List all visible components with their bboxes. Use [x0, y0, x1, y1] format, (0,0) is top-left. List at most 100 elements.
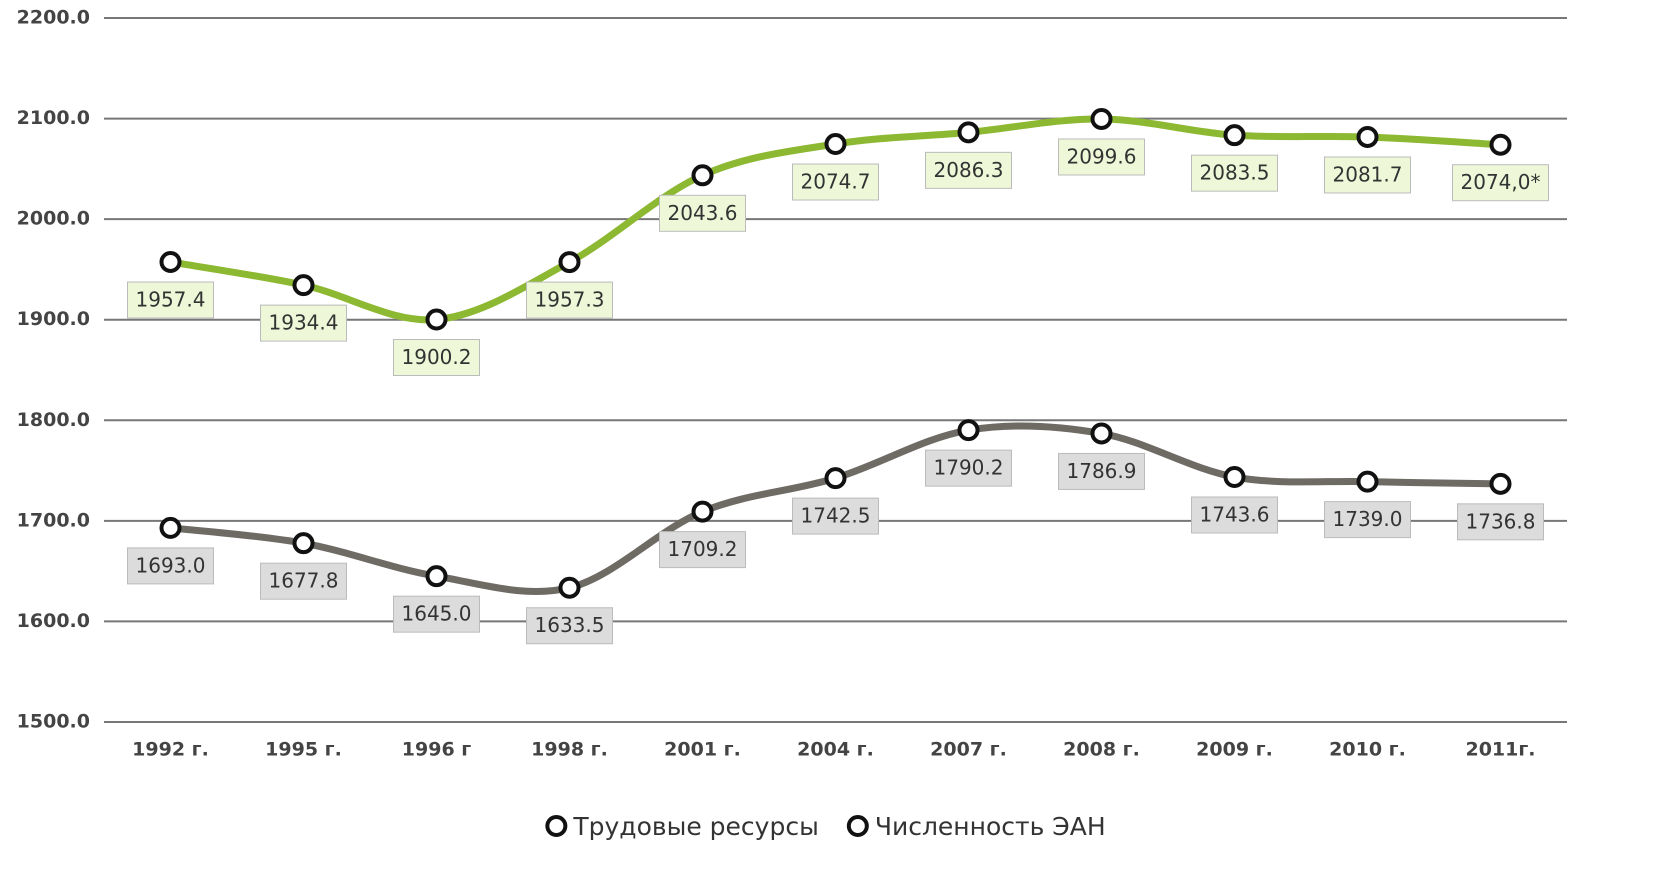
value-label: 1709.2: [659, 531, 746, 569]
point: [558, 251, 581, 274]
value-label-box: [925, 151, 1012, 189]
x-tick-label: 2004 г.: [797, 739, 874, 761]
value-label-box: [260, 562, 347, 600]
value-label-box: [526, 607, 613, 645]
value-label-text: 2086.3: [934, 158, 1004, 182]
value-label-box: [1324, 501, 1411, 539]
value-label: 1742.5: [792, 497, 879, 535]
value-label: 1693.0: [127, 547, 214, 585]
point: [1090, 107, 1113, 130]
value-label-box: [127, 547, 214, 585]
value-label: 1934.4: [260, 304, 347, 342]
value-label-text: 1736.8: [1466, 509, 1536, 533]
value-label-text: 1786.9: [1067, 459, 1137, 483]
value-label-text: 2083.5: [1200, 161, 1270, 185]
value-label-box: [792, 497, 879, 535]
value-label-box: [1058, 452, 1145, 490]
value-label-text: 2074.7: [801, 170, 871, 194]
point: [957, 121, 980, 144]
value-label: 2086.3: [925, 151, 1012, 189]
value-label: 1677.8: [260, 562, 347, 600]
point: [1223, 466, 1246, 489]
point: [292, 532, 315, 555]
point: [1090, 422, 1113, 445]
legend-marker: [846, 815, 869, 837]
value-label-box: [1191, 154, 1278, 192]
y-tick-label: 1800.0: [17, 409, 90, 431]
value-label-box: [1457, 503, 1544, 541]
y-tick-label: 2100.0: [17, 107, 90, 129]
value-label: 2043.6: [659, 194, 746, 232]
x-tick-label: 1998 г.: [531, 739, 608, 761]
value-label-text: 2043.6: [668, 201, 738, 225]
x-tick-label: 1992 г.: [132, 739, 209, 761]
value-label: 1736.8: [1457, 503, 1544, 541]
point: [824, 467, 847, 490]
x-tick-label: 2011г.: [1465, 739, 1535, 761]
legend-marker: [545, 815, 568, 837]
value-label-box: [792, 163, 879, 201]
value-label-text: 1742.5: [801, 504, 871, 528]
value-label-box: [1324, 156, 1411, 194]
value-label: 2074,0*: [1452, 164, 1549, 202]
point: [425, 308, 448, 331]
value-label: 1786.9: [1058, 452, 1145, 490]
y-tick-label: 2200.0: [17, 7, 90, 29]
value-label: 1743.6: [1191, 496, 1278, 534]
value-label-box: [393, 595, 480, 633]
value-label-box: [925, 449, 1012, 487]
value-label-box: [659, 194, 746, 232]
value-label-box: [1452, 164, 1549, 202]
point: [159, 250, 182, 273]
point: [1356, 125, 1379, 148]
value-label-text: 1934.4: [269, 311, 339, 335]
point: [824, 133, 847, 156]
y-tick-label: 1500.0: [17, 711, 90, 733]
value-label-text: 1693.0: [136, 553, 206, 577]
point: [1489, 472, 1512, 495]
legend-label: Трудовые ресурсы: [572, 812, 818, 841]
point: [425, 565, 448, 588]
value-label-text: 1709.2: [668, 537, 738, 561]
x-tick-label: 2001 г.: [664, 739, 741, 761]
point: [292, 274, 315, 297]
value-label: 2074.7: [792, 163, 879, 201]
value-label-text: 1633.5: [535, 613, 605, 637]
x-tick-label: 2010 г.: [1329, 739, 1406, 761]
point: [159, 516, 182, 539]
y-tick-label: 1600.0: [17, 610, 90, 632]
value-label: 1957.4: [127, 281, 214, 319]
point: [1223, 124, 1246, 147]
value-label-text: 2099.6: [1067, 144, 1137, 168]
value-label-text: 1743.6: [1200, 503, 1270, 527]
point: [957, 419, 980, 442]
x-tick-label: 2009 г.: [1196, 739, 1273, 761]
value-label: 1739.0: [1324, 501, 1411, 539]
value-label-text: 1645.0: [402, 602, 472, 626]
x-tick-label: 2008 г.: [1063, 739, 1140, 761]
value-label-box: [526, 281, 613, 319]
value-label: 1633.5: [526, 607, 613, 645]
x-tick-label: 1996 г: [402, 739, 471, 761]
point: [1489, 133, 1512, 156]
value-label-box: [260, 304, 347, 342]
value-label: 2083.5: [1191, 154, 1278, 192]
point: [1356, 470, 1379, 493]
value-label-text: 1957.3: [535, 288, 605, 312]
value-label-text: 1957.4: [136, 287, 206, 311]
value-label: 1957.3: [526, 281, 613, 319]
x-tick-label: 1995 г.: [265, 739, 342, 761]
value-label-box: [1058, 138, 1145, 176]
value-label-box: [659, 531, 746, 569]
x-tick-label: 2007 г.: [930, 739, 1007, 761]
y-tick-label: 1700.0: [17, 509, 90, 531]
value-label-text: 1790.2: [934, 456, 1004, 480]
value-label: 2081.7: [1324, 156, 1411, 194]
value-label-text: 2081.7: [1333, 162, 1403, 186]
y-tick-label: 1900.0: [17, 308, 90, 330]
legend: Трудовые ресурсы Численность ЭАН: [545, 812, 1106, 841]
value-label-text: 1739.0: [1333, 507, 1403, 531]
point: [691, 500, 714, 523]
value-label-box: [127, 281, 214, 319]
